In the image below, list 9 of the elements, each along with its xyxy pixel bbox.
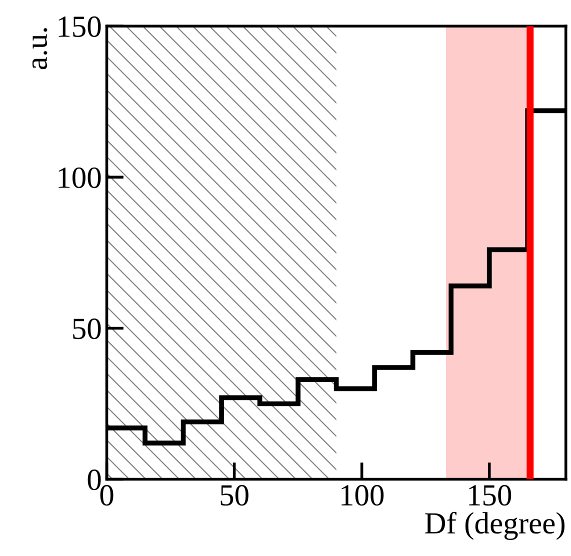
- x-tick-label: 150: [469, 485, 512, 506]
- x-tick-label: 100: [342, 485, 384, 506]
- x-axis-title: Df (degree): [425, 512, 565, 540]
- x-tick-label: 50: [220, 485, 248, 506]
- y-tick-label: 50: [73, 318, 101, 340]
- y-tick-label: 100: [58, 167, 101, 188]
- y-tick-label: 0: [88, 470, 101, 490]
- y-axis-title: a.u.: [32, 28, 48, 70]
- y-tick-label: 150: [58, 16, 101, 38]
